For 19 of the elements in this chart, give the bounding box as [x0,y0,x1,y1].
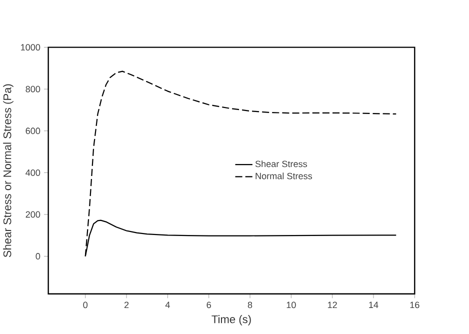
y-tick-label: 600 [26,128,40,134]
x-tick-label: 10 [286,302,296,308]
x-tick-label: 16 [410,302,420,308]
x-tick-label: 0 [83,302,88,308]
legend-label: Normal Stress [256,172,312,180]
x-tick-label: 4 [165,302,170,308]
y-tick-label: 0 [36,252,40,260]
y-tick-label: 1000 [21,44,40,50]
x-tick-label: 14 [369,302,378,308]
y-axis-title: Shear Stress or Normal Stress (Pa) [3,84,14,258]
x-tick-label: 6 [206,302,211,308]
y-tick-label: 200 [26,211,40,218]
x-tick-label: 2 [124,302,129,308]
x-tick-label: 12 [328,302,337,308]
y-tick-label: 800 [26,86,40,92]
x-axis-title: Time (s) [212,314,251,326]
legend-label: Shear Stress [255,160,308,168]
y-tick-label: 400 [26,169,40,176]
x-tick-label: 8 [248,302,252,308]
